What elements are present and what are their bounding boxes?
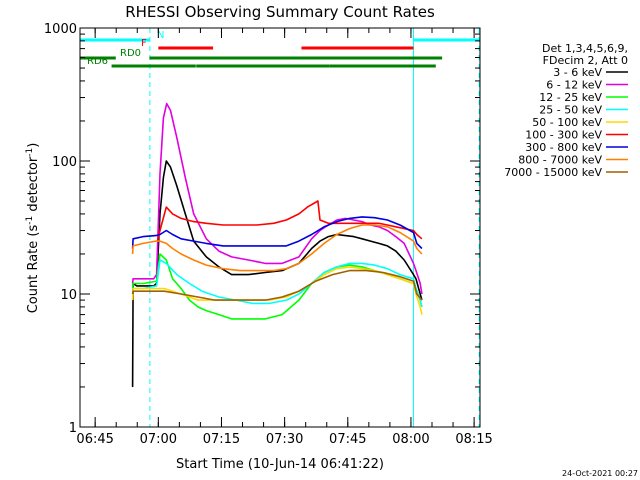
y-tick-label-0: 1 — [69, 421, 77, 436]
y-axis-label: Count Rate (s-1 detector-1) — [25, 143, 41, 314]
y-tick-label-1: 10 — [60, 288, 77, 303]
series-line-3 — [131, 259, 423, 308]
flag-label-rd6: RD6 — [87, 56, 108, 67]
y-label-part2: detector — [26, 156, 41, 216]
legend-label-4: 50 - 100 keV — [532, 116, 602, 129]
legend: Det 1,3,4,5,6,9,FDecim 2, Att 03 - 6 keV… — [504, 42, 628, 179]
x-tick-label-0: 06:45 — [76, 432, 113, 447]
series-line-5 — [156, 200, 423, 242]
timestamp-stamp: 24-Oct-2021 00:27 — [562, 469, 638, 478]
y-label-sup1: -1 — [25, 216, 35, 225]
legend-label-8: 7000 - 15000 keV — [504, 166, 602, 179]
series-line-6 — [131, 216, 423, 250]
x-tick-label-6: 08:15 — [455, 432, 492, 447]
series-line-8 — [131, 269, 423, 301]
legend-header-line-0: Det 1,3,4,5,6,9, — [542, 42, 628, 55]
legend-label-6: 300 - 800 keV — [525, 141, 602, 154]
x-tick-label-2: 07:15 — [203, 432, 240, 447]
y-label-part1: Count Rate (s — [26, 225, 41, 314]
y-tick-label-3: 1000 — [44, 22, 77, 37]
y-label-sup2: -1 — [25, 148, 35, 157]
y-axis: 1 10 100 1000 — [44, 22, 480, 436]
x-axis-label: Start Time (10-Jun-14 06:41:22) — [176, 457, 384, 472]
legend-label-3: 25 - 50 keV — [539, 104, 602, 117]
legend-header-line-1: FDecim 2, Att 0 — [543, 54, 628, 67]
plot-frame — [79, 27, 481, 428]
flag-label-rd0: RD0 — [120, 48, 141, 59]
plot-border — [79, 27, 481, 428]
x-axis: 06:45 07:00 07:15 07:30 07:45 08:00 08:15 — [76, 28, 493, 447]
legend-label-1: 6 - 12 keV — [546, 79, 602, 92]
legend-label-7: 800 - 7000 keV — [518, 154, 602, 167]
x-tick-label-3: 07:30 — [266, 432, 303, 447]
x-tick-label-5: 08:00 — [392, 432, 429, 447]
y-label-part3: ) — [26, 143, 41, 148]
legend-label-0: 3 - 6 keV — [553, 66, 602, 79]
x-tick-label-1: 07:00 — [140, 432, 177, 447]
legend-label-5: 100 - 300 keV — [525, 129, 602, 142]
series-line-1 — [131, 102, 423, 295]
legend-label-2: 12 - 25 keV — [539, 91, 602, 104]
flag-label-n: N — [157, 30, 164, 41]
x-tick-label-4: 07:45 — [329, 432, 366, 447]
y-tick-label-2: 100 — [52, 155, 77, 170]
series-line-7 — [131, 224, 423, 272]
flag-label-f: F — [141, 38, 147, 49]
series-line-0 — [131, 160, 423, 388]
chart-title: RHESSI Observing Summary Count Rates — [125, 3, 435, 21]
